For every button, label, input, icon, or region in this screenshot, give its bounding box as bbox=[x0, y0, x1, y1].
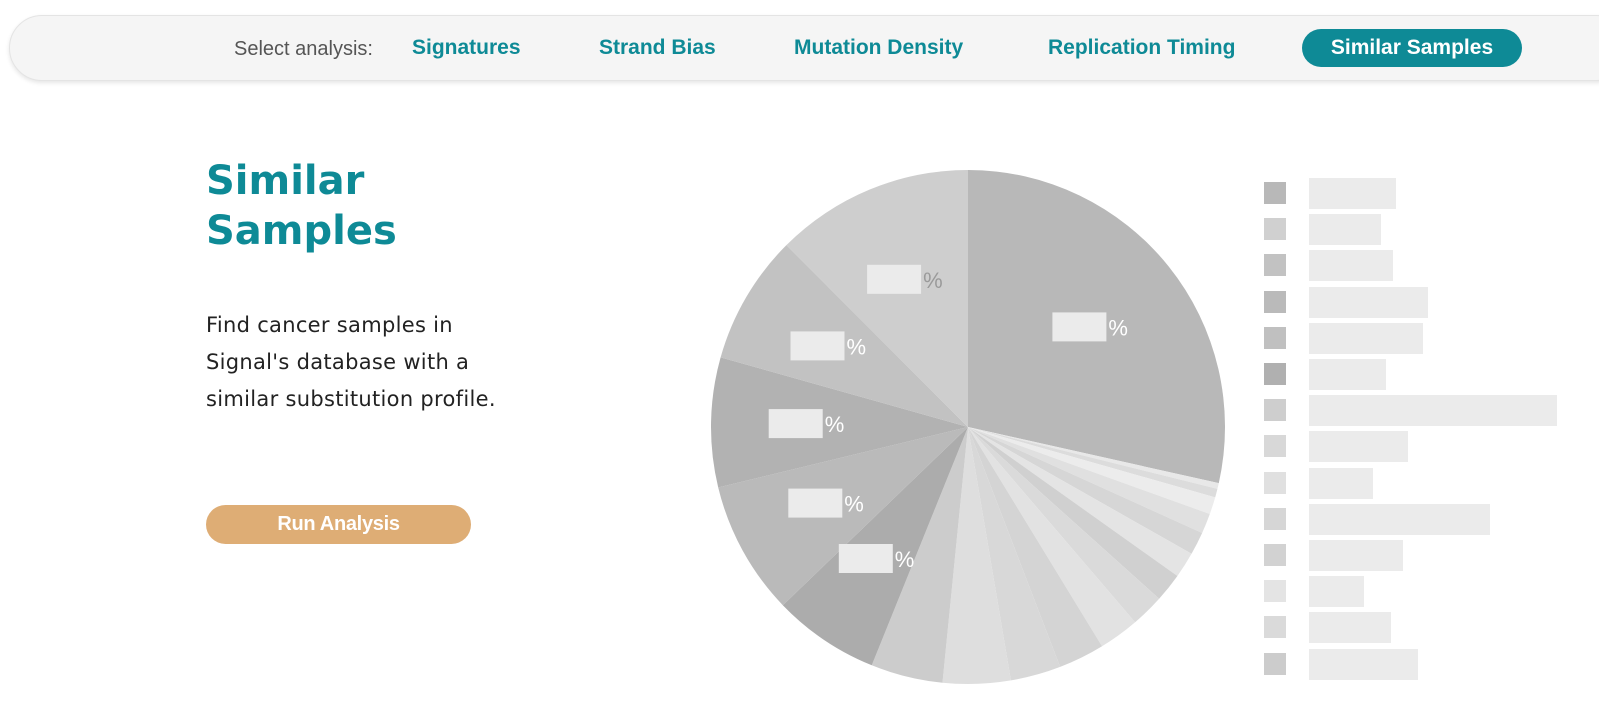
legend-label-placeholder bbox=[1309, 395, 1557, 427]
legend-label-placeholder bbox=[1309, 359, 1386, 390]
pie-slice-label-18: % bbox=[867, 264, 943, 294]
pie-slice-label-16: % bbox=[768, 409, 845, 439]
legend-swatch bbox=[1264, 218, 1286, 241]
legend-swatch bbox=[1264, 363, 1286, 385]
pie-label-placeholder bbox=[768, 409, 823, 439]
legend-swatch bbox=[1264, 182, 1286, 204]
legend-swatch bbox=[1264, 471, 1286, 494]
pie-slice-5[interactable] bbox=[968, 427, 1203, 554]
nav-label: Select analysis: bbox=[234, 38, 373, 60]
pie-label-percent: % bbox=[895, 547, 915, 572]
pie-label-placeholder bbox=[867, 264, 922, 294]
legend-swatch bbox=[1264, 507, 1286, 530]
pie-label-percent: % bbox=[1108, 315, 1128, 340]
legend-label-placeholder bbox=[1309, 576, 1364, 608]
legend-swatch bbox=[1264, 544, 1286, 566]
legend-label-placeholder bbox=[1309, 612, 1391, 644]
legend-swatch bbox=[1264, 580, 1286, 603]
legend-swatch bbox=[1264, 652, 1286, 675]
pie-slice-label-14: % bbox=[838, 544, 915, 573]
legend-swatch bbox=[1264, 254, 1286, 277]
legend-label-placeholder bbox=[1309, 286, 1428, 318]
legend-swatch bbox=[1264, 290, 1286, 313]
pie-slice-4[interactable] bbox=[968, 427, 1210, 533]
legend-label-placeholder bbox=[1309, 250, 1393, 282]
pie-slice-2[interactable] bbox=[968, 427, 1218, 498]
tab-signatures[interactable]: Signatures bbox=[412, 36, 521, 59]
page-title-line-1: Similar bbox=[206, 158, 365, 204]
legend-label-placeholder bbox=[1309, 322, 1423, 354]
pie-slice-9[interactable] bbox=[968, 427, 1136, 647]
legend-label-placeholder bbox=[1309, 540, 1403, 571]
pie-slice-12[interactable] bbox=[942, 427, 1011, 684]
legend-label-placeholder bbox=[1309, 467, 1373, 499]
pie-slice-6[interactable] bbox=[968, 427, 1192, 576]
pie-label-percent: % bbox=[923, 268, 943, 293]
pie-label-percent: % bbox=[847, 334, 867, 359]
pie-slice-16[interactable] bbox=[711, 357, 968, 488]
legend-label-placeholder bbox=[1309, 178, 1396, 209]
pie-slice-1[interactable] bbox=[968, 427, 1219, 489]
pie-label-percent: % bbox=[825, 412, 845, 437]
pie-label-percent: % bbox=[844, 492, 864, 517]
legend-swatch bbox=[1264, 616, 1286, 639]
pie-chart: %%%%%% bbox=[711, 170, 1226, 684]
pie-slice-15[interactable] bbox=[718, 427, 968, 606]
page-title: Similar Samples bbox=[206, 156, 506, 256]
page-description: Find cancer samples in Signal's database… bbox=[206, 313, 496, 411]
legend-label-placeholder bbox=[1309, 648, 1418, 680]
legend-swatch bbox=[1264, 326, 1286, 349]
legend-label-placeholder bbox=[1309, 431, 1408, 463]
legend-label-placeholder bbox=[1309, 214, 1381, 246]
pie-slice-13[interactable] bbox=[871, 427, 968, 683]
pie-label-placeholder bbox=[790, 331, 845, 361]
tab-replication-timing[interactable]: Replication Timing bbox=[1048, 36, 1236, 59]
pie-slice-label-0: % bbox=[1052, 312, 1128, 342]
pie-label-placeholder bbox=[1052, 312, 1107, 342]
tab-mutation-density[interactable]: Mutation Density bbox=[794, 36, 964, 59]
pie-slice-7[interactable] bbox=[968, 427, 1178, 599]
pie-slice-10[interactable] bbox=[968, 427, 1103, 667]
pie-slice-18[interactable] bbox=[786, 170, 968, 427]
pie-slice-8[interactable] bbox=[968, 427, 1160, 623]
legend-label-placeholder bbox=[1309, 503, 1490, 535]
tab-similar-samples[interactable]: Similar Samples bbox=[1302, 29, 1522, 67]
analysis-nav-bar: Select analysis: Signatures Strand Bias … bbox=[9, 15, 1599, 81]
legend-swatch bbox=[1264, 435, 1286, 458]
pie-label-placeholder bbox=[838, 544, 893, 573]
pie-slice-label-15: % bbox=[788, 488, 864, 518]
page-title-line-2: Samples bbox=[206, 208, 397, 254]
tab-strand-bias[interactable]: Strand Bias bbox=[599, 36, 716, 59]
pie-slice-label-17: % bbox=[790, 331, 867, 361]
pie-label-placeholder bbox=[788, 488, 843, 518]
run-analysis-button[interactable]: Run Analysis bbox=[206, 505, 471, 544]
pie-slice-3[interactable] bbox=[968, 427, 1216, 515]
pie-slice-11[interactable] bbox=[968, 427, 1061, 681]
legend-swatch bbox=[1264, 399, 1286, 422]
